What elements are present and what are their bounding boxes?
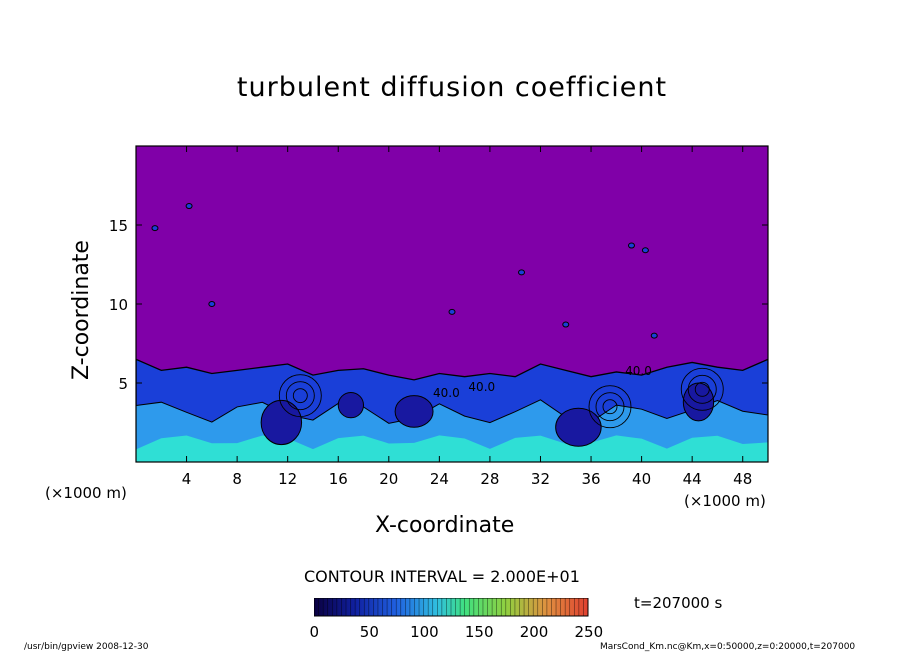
- y-tick-label: 5: [118, 375, 128, 393]
- x-unit-label-right: (×1000 m): [684, 492, 766, 510]
- y-tick-label: 15: [109, 217, 128, 235]
- colorbar: [314, 598, 589, 617]
- isolated-feature: [641, 247, 649, 254]
- x-tick-label: 28: [480, 470, 499, 488]
- time-label: t=207000 s: [634, 594, 723, 612]
- x-tick-label: 44: [683, 470, 702, 488]
- eddy-core: [555, 407, 602, 447]
- x-tick-label: 24: [430, 470, 449, 488]
- chart-title: turbulent diffusion coefficient: [236, 72, 668, 103]
- y-ticks: 5 10 15: [109, 217, 768, 393]
- eddy-core: [260, 399, 303, 446]
- colorbar-tick-label: 100: [410, 623, 439, 641]
- x-tick-label: 40: [632, 470, 651, 488]
- colorbar-tick-label: 250: [574, 623, 604, 641]
- x-tick-label: 4: [182, 470, 192, 488]
- x-tick-label: 20: [379, 470, 398, 488]
- swirl-contour: [602, 399, 618, 415]
- x-ticks: 4 8 12 16 20 24 28 32 36 40 44 48: [182, 146, 752, 488]
- x-axis-label: X-coordinate: [375, 513, 515, 538]
- high-value-region: [136, 435, 768, 462]
- swirl-contour: [278, 374, 322, 418]
- x-unit-label-left: (×1000 m): [45, 484, 127, 502]
- contour-label: 40.0: [433, 386, 460, 400]
- contour-interval-label: CONTOUR INTERVAL = 2.000E+01: [304, 567, 580, 586]
- contour-boundary-line: [136, 358, 768, 462]
- colorbar-tick-label: 50: [359, 623, 379, 641]
- swirl-contour: [588, 385, 632, 429]
- isolated-feature: [650, 332, 658, 339]
- swirl-contour: [595, 392, 625, 422]
- x-tick-label: 48: [733, 470, 752, 488]
- swirl-contour: [694, 381, 710, 397]
- isolated-feature: [185, 203, 193, 210]
- x-tick-label: 8: [232, 470, 242, 488]
- x-tick-label: 32: [531, 470, 550, 488]
- isolated-feature: [562, 321, 570, 328]
- isolated-feature: [518, 269, 526, 276]
- plot-area: 40.0 40.0 40.0: [136, 146, 768, 462]
- isolated-feature: [448, 308, 456, 315]
- isolated-feature: [208, 301, 216, 307]
- swirl-contour: [285, 381, 315, 411]
- x-tick-label: 36: [581, 470, 600, 488]
- contour-label: 40.0: [625, 364, 652, 378]
- contour-label: 40.0: [468, 380, 495, 394]
- colorbar-tick-label: 0: [309, 623, 320, 641]
- colorbar-tick-label: 200: [519, 623, 549, 641]
- x-tick-label: 16: [329, 470, 348, 488]
- swirl-contour: [687, 374, 717, 404]
- eddy-core: [394, 395, 434, 428]
- swirl-contour: [680, 367, 724, 411]
- footer-right: MarsCond_Km.nc@Km,x=0:50000,z=0:20000,t=…: [600, 642, 856, 652]
- colorbar-tick-label: 150: [464, 623, 494, 641]
- y-axis-label: Z-coordinate: [69, 240, 94, 380]
- isolated-feature: [151, 225, 159, 232]
- y-tick-label: 10: [109, 296, 128, 314]
- eddy-core: [337, 391, 365, 419]
- footer-left: /usr/bin/gpview 2008-12-30: [24, 642, 149, 652]
- swirl-contour: [292, 388, 308, 404]
- isolated-feature: [627, 242, 635, 249]
- x-tick-label: 12: [278, 470, 297, 488]
